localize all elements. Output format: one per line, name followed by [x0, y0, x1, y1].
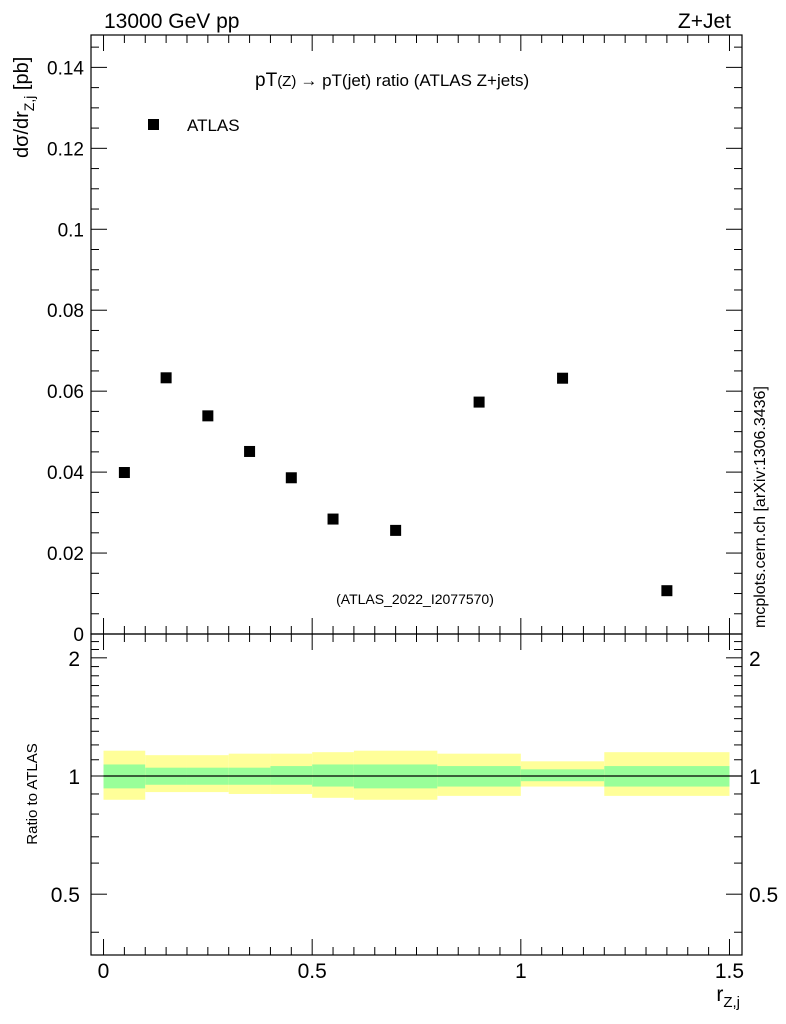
legend-label-atlas: ATLAS — [187, 116, 240, 135]
ratio-y-axis-label: Ratio to ATLAS — [24, 743, 41, 844]
ratio-y-tick-label-right: 0.5 — [749, 884, 778, 907]
main-y-tick-labels: 0 0.02 0.04 0.06 0.08 0.1 0.12 0.14 — [47, 58, 84, 646]
ratio-y-tick-label-left: 1 — [68, 766, 80, 789]
ratio-y-tick-label-left: 2 — [68, 648, 80, 671]
chart-title-rest: pT(jet) ratio (ATLAS Z+jets) — [317, 71, 529, 90]
chart-title: pT(Z) → pT(jet) ratio (ATLAS Z+jets) — [255, 70, 529, 91]
main-y-label-sub: Z,j — [21, 96, 37, 112]
main-y-label-unit: [pb] — [11, 57, 33, 96]
data-point — [118, 467, 130, 479]
legend: ATLAS — [148, 116, 240, 135]
header-energy-label: 13000 GeV pp — [104, 10, 239, 33]
ratio-y-tick-labels: 0.5 0.5 1 1 2 2 — [51, 648, 778, 907]
x-tick-label: 1 — [515, 960, 527, 983]
ratio-y-tick-label-right: 1 — [749, 766, 761, 789]
ratio-y-tick-label-right: 2 — [749, 648, 761, 671]
side-source-label: mcplots.cern.ch [arXiv:1306.3436] — [752, 386, 769, 628]
main-y-label-main: dσ/dr — [11, 111, 33, 158]
main-y-tick-label: 0.04 — [47, 463, 84, 484]
main-y-tick-label: 0.08 — [47, 301, 84, 322]
chart-title-sub: (Z) — [277, 73, 296, 90]
chart-title-main: pT — [255, 70, 278, 91]
main-axis-ticks — [91, 35, 742, 635]
ratio-panel: 0.5 0.5 1 1 2 2 0 0.5 1 1.5 Ratio to ATLAS rZ,j — [24, 633, 778, 1011]
main-y-tick-label: 0.12 — [47, 139, 84, 160]
main-y-tick-label: 0 — [73, 625, 84, 646]
data-point — [327, 513, 339, 525]
data-point — [160, 372, 172, 384]
main-y-tick-label: 0.02 — [47, 544, 84, 565]
data-points — [118, 372, 673, 597]
ratio-axis-ticks — [91, 634, 742, 955]
ratio-plot-frame — [90, 633, 743, 956]
ratio-bands — [103, 750, 730, 800]
data-point — [244, 445, 256, 457]
ratio-y-tick-label-left: 0.5 — [51, 884, 80, 907]
chart-title-arrow: → — [300, 71, 317, 90]
x-tick-label: 0.5 — [298, 960, 327, 983]
main-y-tick-label: 0.06 — [47, 382, 84, 403]
ratio-inner-band — [520, 769, 605, 782]
x-label-sub: Z,j — [723, 994, 740, 1011]
x-tick-labels: 0 0.5 1 1.5 — [98, 960, 744, 983]
header-process-label: Z+Jet — [678, 10, 731, 33]
main-y-tick-label: 0.1 — [58, 220, 84, 241]
x-tick-label: 0 — [98, 960, 110, 983]
data-point — [390, 524, 402, 536]
x-tick-label: 1.5 — [715, 960, 744, 983]
data-point — [473, 396, 485, 408]
main-y-tick-label: 0.14 — [47, 58, 84, 79]
main-panel: 0 0.02 0.04 0.06 0.08 0.1 0.12 0.14 pT(Z) → pT(j… — [11, 34, 743, 646]
data-point — [285, 472, 297, 484]
data-point — [661, 585, 673, 597]
data-point — [557, 372, 569, 384]
x-axis-label: rZ,j — [716, 983, 740, 1011]
legend-marker — [148, 119, 159, 130]
main-y-axis-label: dσ/drZ,j [pb] — [11, 57, 37, 158]
x-label-main: r — [716, 983, 723, 1006]
analysis-watermark: (ATLAS_2022_I2077570) — [336, 591, 494, 607]
data-point — [202, 410, 214, 422]
